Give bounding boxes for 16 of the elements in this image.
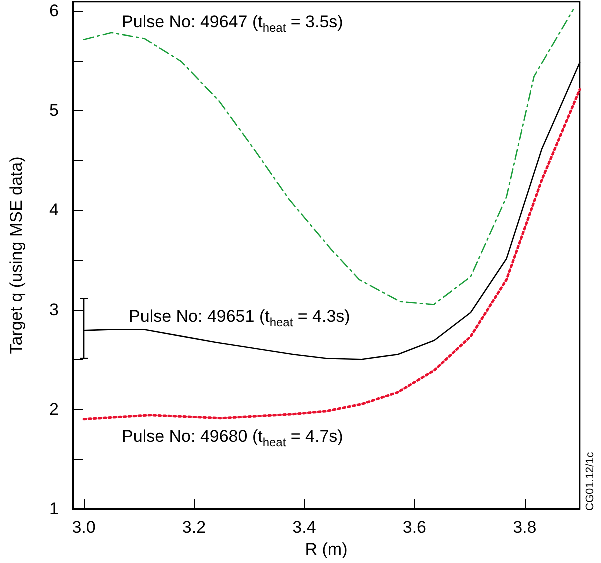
line-series [82, 88, 582, 421]
y-tick-label: 1 [50, 500, 59, 518]
y-tick-label: 4 [50, 200, 59, 220]
line-series [83, 9, 574, 306]
y-tick-label: 3 [50, 300, 59, 320]
y-tick-label: 5 [50, 101, 59, 120]
x-tick-label: 3.2 [182, 518, 206, 537]
x-axis-title: R (m) [305, 540, 348, 559]
y-tick-label: 6 [50, 1, 59, 20]
text: CG01.12/1c [584, 452, 596, 511]
x-tick-label: 3.4 [292, 518, 316, 537]
x-tick-label: 3.8 [513, 518, 537, 537]
y-tick-label: 2 [50, 400, 59, 419]
y-axis-title: Target q (using MSE data) [7, 156, 26, 354]
x-tick-label: 3.0 [72, 518, 96, 537]
x-tick-label: 3.6 [402, 518, 426, 537]
